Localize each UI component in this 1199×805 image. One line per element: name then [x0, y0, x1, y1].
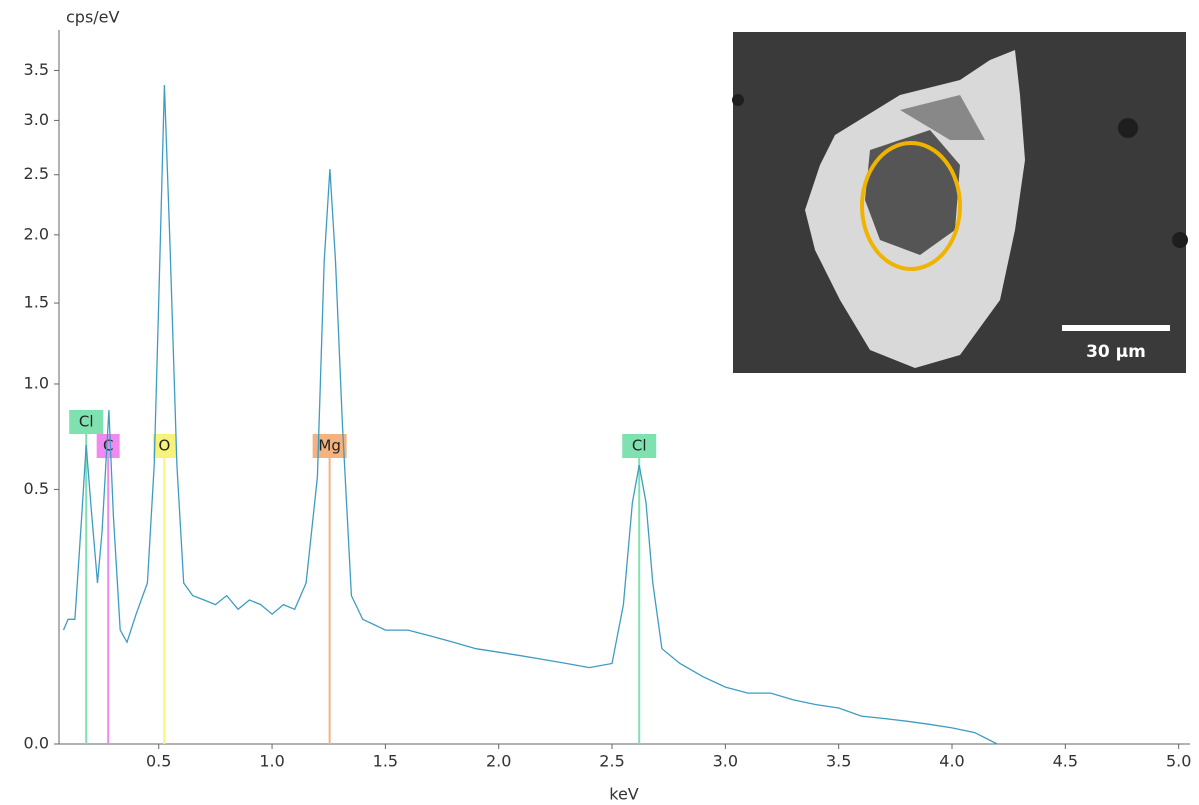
y-tick-label: 0.5 [24, 479, 49, 498]
x-tick-label: 2.5 [599, 752, 624, 771]
element-label: O [158, 437, 170, 455]
y-tick-label: 2.0 [24, 224, 49, 243]
y-tick-label: 3.5 [24, 60, 49, 79]
y-tick-label: 0.0 [24, 734, 49, 753]
x-axis-label: keV [609, 785, 639, 804]
y-tick-label: 2.5 [24, 164, 49, 183]
sem-inset: 30 µm [732, 32, 1188, 373]
x-tick-label: 2.0 [486, 752, 511, 771]
x-tick-label: 4.5 [1053, 752, 1078, 771]
element-label: Mg [318, 437, 340, 455]
x-tick-label: 1.0 [259, 752, 284, 771]
scale-bar-label: 30 µm [1086, 342, 1146, 362]
element-label: C [103, 437, 113, 455]
x-tick-label: 3.0 [713, 752, 738, 771]
chart: cps/eV keV 0.0 0.5 1.0 1.5 2.0 2.5 3.0 3.5 0.5 1.… [0, 0, 1199, 805]
y-tick-label: 3.0 [24, 110, 49, 129]
y-tick-label: 1.5 [24, 293, 49, 312]
x-tick-label: 5.0 [1166, 752, 1191, 771]
y-axis-label: cps/eV [66, 8, 120, 27]
y-tick-label: 1.0 [24, 373, 49, 392]
x-tick-label: 3.5 [826, 752, 851, 771]
element-label: Cl [632, 437, 647, 455]
x-tick-label: 0.5 [146, 752, 171, 771]
element-label: Cl [79, 413, 94, 431]
x-tick-label: 1.5 [373, 752, 398, 771]
x-tick-label: 4.0 [939, 752, 964, 771]
